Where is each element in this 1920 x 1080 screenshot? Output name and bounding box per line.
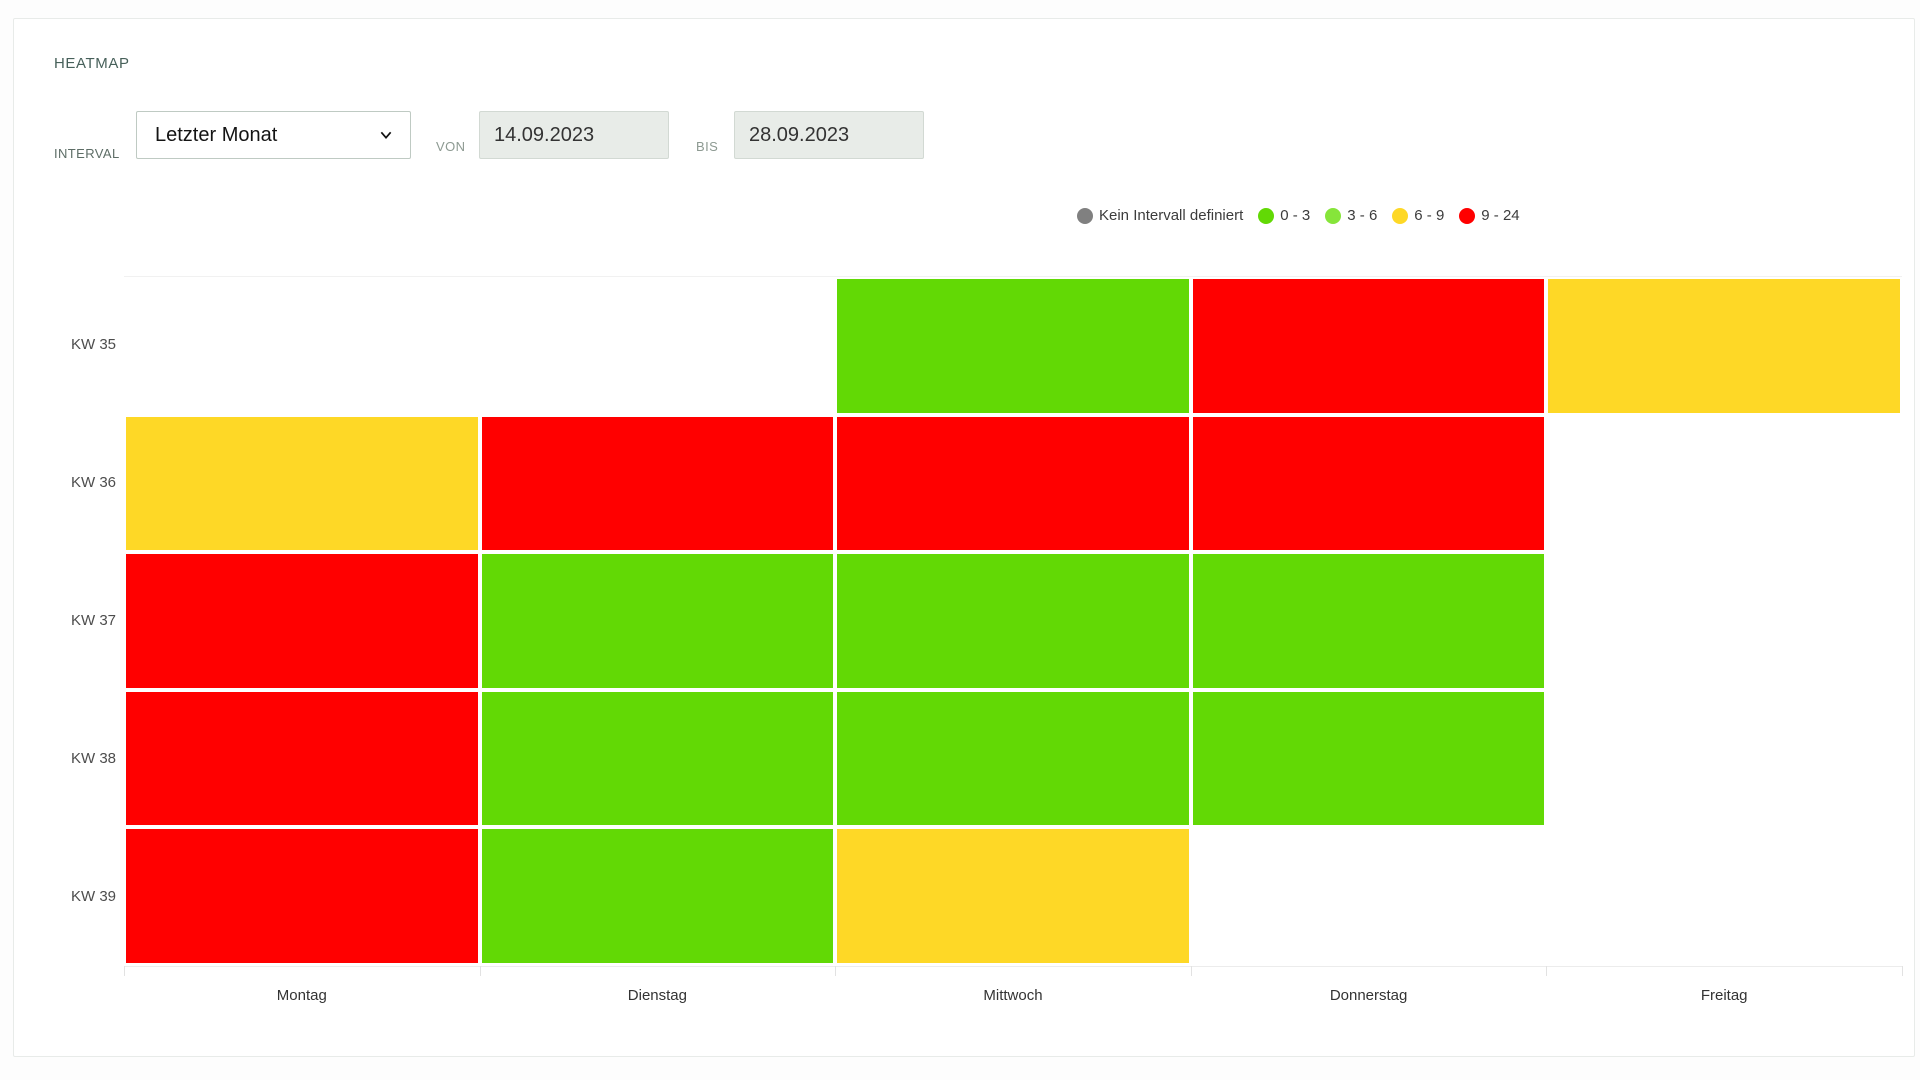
- heatmap-cell[interactable]: [835, 827, 1191, 965]
- heatmap-cell[interactable]: [124, 827, 480, 965]
- legend-dot-icon: [1459, 207, 1476, 224]
- x-axis-label: Dienstag: [627, 987, 687, 1004]
- x-axis-labels: Montag Dienstag Mittwoch Donnerstag Freitag: [124, 987, 1902, 1004]
- chevron-down-icon: [380, 131, 392, 139]
- interval-select-value: Letzter Monat: [155, 123, 278, 146]
- heatmap-cell[interactable]: [479, 827, 836, 965]
- heatmap-cell-empty: [1546, 689, 1902, 828]
- legend-label: 6 - 9: [1414, 207, 1445, 224]
- heatmap-cell[interactable]: [835, 689, 1191, 828]
- legend-item[interactable]: 3 - 6: [1325, 207, 1377, 224]
- legend: Kein Intervall definiert 0 - 3 3 - 6 6 - 9 9…: [1077, 207, 1520, 224]
- heatmap-cell[interactable]: [1190, 552, 1547, 690]
- x-axis-tick: [1190, 966, 1192, 976]
- y-axis-label: KW 37: [70, 611, 116, 629]
- x-axis-tick: [1902, 966, 1903, 976]
- heatmap-cell[interactable]: [1190, 414, 1547, 553]
- legend-item[interactable]: 9 - 24: [1459, 207, 1520, 224]
- heatmap-cell[interactable]: [835, 414, 1191, 553]
- heatmap-cell[interactable]: [124, 689, 480, 828]
- x-axis-line: [124, 966, 1903, 967]
- von-label: VON: [436, 139, 466, 154]
- legend-item[interactable]: 6 - 9: [1392, 207, 1444, 224]
- x-axis-label: Freitag: [1700, 987, 1748, 1004]
- x-axis-label: Donnerstag: [1329, 987, 1408, 1004]
- y-axis-label: KW 35: [70, 336, 116, 354]
- x-axis-tick: [124, 966, 125, 976]
- legend-dot-icon: [1077, 207, 1093, 224]
- y-axis-label: KW 36: [70, 474, 116, 492]
- bis-label: BIS: [696, 139, 719, 154]
- heatmap-cell-empty: [479, 277, 836, 415]
- legend-dot-icon: [1325, 207, 1342, 224]
- y-axis-label: KW 39: [70, 887, 116, 905]
- heatmap-cell[interactable]: [1190, 277, 1547, 415]
- x-axis-tick: [1546, 966, 1548, 976]
- x-axis-label: Mittwoch: [983, 987, 1043, 1004]
- x-axis-tick: [835, 966, 837, 976]
- legend-item[interactable]: 0 - 3: [1258, 207, 1310, 224]
- heatmap-cell[interactable]: [1546, 277, 1902, 415]
- heatmap-cell-empty: [1190, 827, 1547, 965]
- heatmap-cell[interactable]: [1190, 689, 1547, 828]
- heatmap-cell[interactable]: [479, 689, 836, 828]
- y-axis-label: KW 38: [70, 749, 116, 767]
- page-title: HEATMAP: [54, 55, 130, 72]
- legend-label: 9 - 24: [1481, 207, 1520, 224]
- legend-label: Kein Intervall definiert: [1099, 207, 1244, 224]
- interval-label: INTERVAL: [54, 146, 120, 161]
- x-axis-label: Montag: [276, 987, 327, 1004]
- heatmap-cell[interactable]: [479, 552, 836, 690]
- heatmap-cell[interactable]: [124, 414, 480, 553]
- bis-date-input[interactable]: 28.09.2023: [734, 111, 924, 159]
- von-date-input[interactable]: 14.09.2023: [479, 111, 669, 159]
- legend-label: 3 - 6: [1347, 207, 1378, 224]
- legend-item[interactable]: Kein Intervall definiert: [1077, 207, 1243, 224]
- legend-label: 0 - 3: [1280, 207, 1311, 224]
- heatmap-grid: [124, 276, 1902, 965]
- heatmap-cell-empty: [1546, 414, 1902, 553]
- x-axis-tick: [479, 966, 481, 976]
- interval-select[interactable]: Letzter Monat: [136, 111, 411, 159]
- heatmap-cell[interactable]: [835, 552, 1191, 690]
- heatmap-card: HEATMAP INTERVAL Letzter Monat VON 14.09…: [13, 18, 1915, 1057]
- legend-dot-icon: [1392, 207, 1409, 224]
- heatmap-cell-empty: [1546, 827, 1902, 965]
- heatmap-cell[interactable]: [124, 552, 480, 690]
- heatmap-cell-empty: [124, 277, 480, 415]
- y-axis-labels: KW 35 KW 36 KW 37 KW 38 KW 39: [14, 276, 116, 965]
- heatmap-cell[interactable]: [479, 414, 836, 553]
- legend-dot-icon: [1258, 207, 1275, 224]
- heatmap-cell-empty: [1546, 552, 1902, 690]
- heatmap-cell[interactable]: [835, 277, 1191, 415]
